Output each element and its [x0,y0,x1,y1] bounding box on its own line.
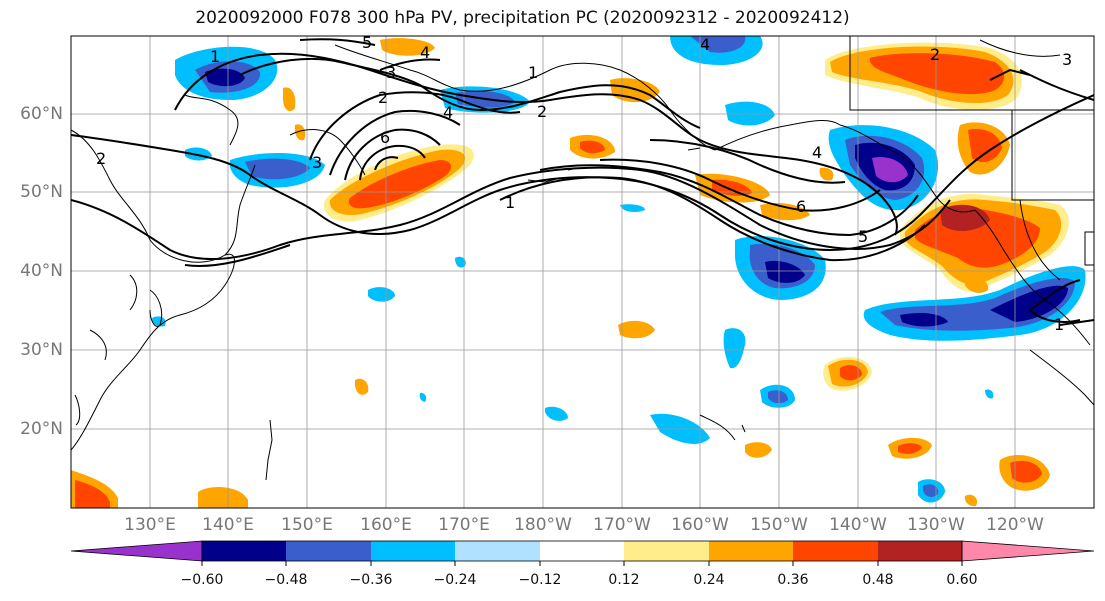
colorbar-segment [878,541,962,561]
gridlines [71,36,1094,508]
colorbar-tick-label: −0.36 [349,572,393,588]
contour-label: 2 [537,102,547,121]
colorbar-tick-label: 0.24 [693,572,725,588]
lat-label: 30°N [20,340,63,360]
contour-label: 2 [930,45,940,64]
lon-label: 150°E [281,515,333,535]
lon-label: 170°W [593,515,651,535]
colorbar-tick-label: 0.12 [608,572,640,588]
plot-frame [70,35,1095,509]
contour-label: 4 [420,43,430,62]
contour-label: 2 [378,88,388,107]
lon-label: 120°W [986,515,1044,535]
colorbar-tick-label: 0.36 [777,572,809,588]
lon-label: 170°E [438,515,490,535]
colorbar-max-extend [961,540,1095,562]
lat-label: 50°N [20,182,63,202]
colorbar-tick-label: −0.24 [433,572,477,588]
lat-label: 20°N [20,419,63,439]
contour-label: 6 [380,128,390,147]
colorbar-tick-label: −0.48 [264,572,308,588]
colorbar-tick-label: −0.12 [518,572,562,588]
contour-label: 3 [386,63,396,82]
colorbar-tick-label: 0.48 [862,572,894,588]
colorbar-segment [202,541,286,561]
lon-label: 130°E [124,515,176,535]
contour-label: 3 [1062,50,1072,69]
contour-label: 4 [443,103,453,122]
colorbar-segment [540,541,624,561]
contour-label: 4 [812,143,822,162]
lon-label: 180°W [514,515,572,535]
contour-label: 1 [505,193,515,212]
contour-label: 2 [96,149,106,168]
colorbar-segment [709,541,793,561]
colorbar-segment [793,541,878,561]
precip-positive-shading [71,38,1069,508]
contour-label: 3 [312,153,322,172]
lat-label: 40°N [20,261,63,281]
map-title: 2020092000 F078 300 hPa PV, precipitatio… [195,8,850,28]
contour-label: 5 [362,33,372,52]
lon-label: 140°E [202,515,254,535]
lon-label: 160°W [671,515,729,535]
colorbar-tick-label: 0.60 [946,572,978,588]
colorbar-segment [286,541,371,561]
colorbar-segment [455,541,540,561]
contour-label: 1 [528,63,538,82]
contour-label: 5 [858,227,868,246]
lon-label: 160°E [360,515,412,535]
pv-contours [71,38,1094,326]
lon-label: 130°W [907,515,965,535]
lat-label: 60°N [20,104,63,124]
lon-label: 140°W [829,515,887,535]
contour-label: 1 [1054,315,1064,334]
lon-label: 150°W [750,515,808,535]
contour-label: 4 [700,35,710,54]
colorbar-segment [371,541,455,561]
colorbar-segment [624,541,709,561]
colorbar [70,540,1095,566]
contour-label: 1 [210,47,220,66]
colorbar-tick-label: −0.60 [180,572,224,588]
colorbar-min-extend [70,540,203,562]
contour-label: 6 [796,197,806,216]
map-plot-area: 1 5 4 3 1 2 4 2 6 3 2 1 4 4 6 5 2 3 1 [71,33,1094,508]
contour-label-group: 1 5 4 3 1 2 4 2 6 3 2 1 4 4 6 5 2 3 1 [96,33,1072,334]
